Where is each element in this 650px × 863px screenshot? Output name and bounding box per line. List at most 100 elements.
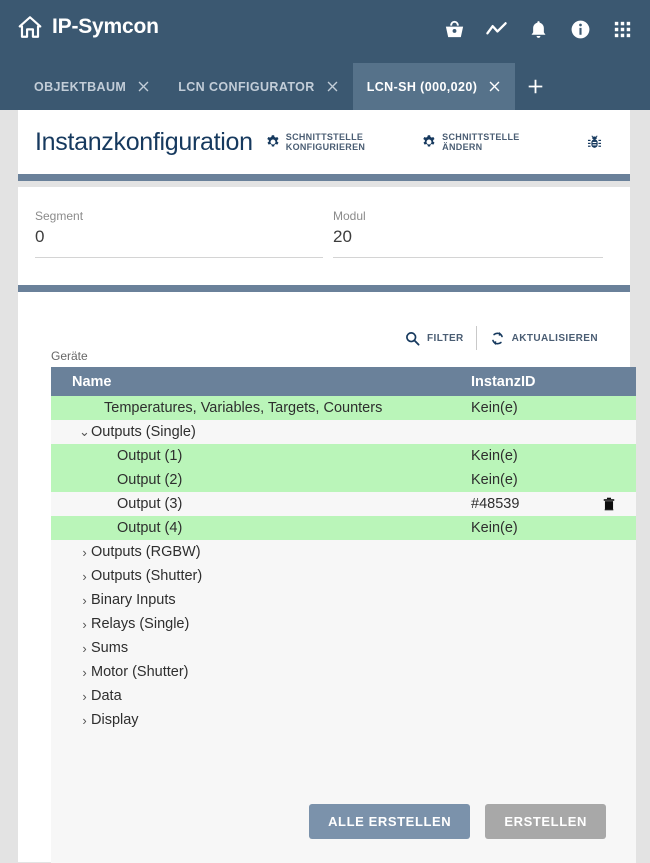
chevron-right-icon[interactable]: › — [82, 544, 87, 560]
row-name-label: Data — [91, 688, 122, 704]
segment-label: Segment — [35, 209, 84, 223]
cell-instanzid: Kein(e) — [471, 448, 518, 464]
row-name-label: Output (4) — [117, 520, 183, 536]
brand[interactable]: IP-Symcon — [17, 14, 159, 40]
segment-value[interactable]: 0 — [35, 227, 45, 246]
tab-label: OBJEKTBAUM — [34, 79, 127, 94]
chart-trend-icon[interactable] — [485, 18, 508, 41]
create-button[interactable]: ERSTELLEN — [485, 804, 606, 839]
cell-name: Output (3) — [51, 496, 471, 512]
chevron-right-icon[interactable]: › — [82, 688, 87, 704]
info-circle-icon[interactable] — [569, 18, 592, 41]
cell-name: › Relays (Single) — [51, 616, 471, 632]
close-icon[interactable] — [137, 80, 150, 93]
label-line-2: ÄNDERN — [442, 142, 483, 152]
cell-name: › Motor (Shutter) — [51, 664, 471, 680]
table-row[interactable]: › Outputs (Shutter) — [51, 564, 636, 588]
title-divider — [18, 174, 630, 181]
row-name-label: Motor (Shutter) — [91, 664, 189, 680]
cell-name: › Display — [51, 712, 471, 728]
cell-name: Output (2) — [51, 472, 471, 488]
title-card: Instanzkonfiguration SCHNITTSTELLE KONFI… — [18, 110, 630, 180]
chevron-right-icon[interactable]: › — [82, 592, 87, 608]
tab-lcn-sh[interactable]: LCN-SH (000,020) — [352, 63, 516, 110]
table-row[interactable]: Temperatures, Variables, Targets, Counte… — [51, 396, 636, 420]
refresh-button[interactable]: AKTUALISIEREN — [477, 330, 610, 347]
table-row[interactable]: Output (3) #48539 — [51, 492, 636, 516]
chevron-right-icon[interactable]: › — [82, 616, 87, 632]
table-row[interactable]: › Binary Inputs — [51, 588, 636, 612]
label-line-1: SCHNITTSTELLE — [285, 132, 364, 142]
gear-icon — [423, 135, 435, 147]
apps-grid-icon[interactable] — [611, 18, 634, 41]
cell-actions — [581, 497, 636, 511]
cell-instanzid: #48539 — [471, 496, 520, 512]
refresh-label: AKTUALISIEREN — [511, 332, 598, 344]
bug-icon — [587, 135, 602, 148]
table-row[interactable]: › Motor (Shutter) — [51, 660, 636, 684]
chevron-right-icon[interactable]: › — [82, 640, 87, 656]
table-row[interactable]: › Sums — [51, 636, 636, 660]
column-header-name[interactable]: Name — [72, 373, 112, 390]
table-body: Temperatures, Variables, Targets, Counte… — [51, 396, 636, 863]
field-underline — [35, 257, 323, 258]
change-interface-button[interactable]: SCHNITTSTELLE ÄNDERN — [421, 132, 519, 152]
table-row[interactable]: Output (1) Kein(e) — [51, 444, 636, 468]
table-row[interactable]: › Outputs (RGBW) — [51, 540, 636, 564]
gear-icon — [267, 135, 279, 147]
chevron-right-icon[interactable]: › — [82, 568, 87, 584]
footer-buttons: ALLE ERSTELLEN ERSTELLEN — [309, 804, 606, 839]
add-tab-button[interactable] — [515, 63, 555, 110]
brand-label: IP-Symcon — [52, 15, 159, 38]
row-name-label: Output (1) — [117, 448, 183, 464]
page-title: Instanzkonfiguration — [35, 127, 253, 156]
create-all-button[interactable]: ALLE ERSTELLEN — [309, 804, 471, 839]
row-name-label: Temperatures, Variables, Targets, Counte… — [104, 400, 383, 416]
fields-row: Segment 0 Modul 20 — [18, 187, 630, 258]
table-row[interactable]: › Relays (Single) — [51, 612, 636, 636]
toolbar-divider — [475, 326, 477, 350]
tab-label: LCN CONFIGURATOR — [178, 79, 315, 94]
table-toolbar: FILTER AKTUALISIEREN — [392, 326, 610, 350]
configure-interface-button[interactable]: SCHNITTSTELLE KONFIGURIEREN — [265, 132, 365, 152]
column-header-instanzid[interactable]: InstanzID — [471, 373, 536, 390]
chevron-down-icon[interactable]: ⌄ — [79, 424, 90, 439]
table-row[interactable]: Output (2) Kein(e) — [51, 468, 636, 492]
home-icon — [18, 16, 42, 38]
debug-button[interactable] — [586, 134, 603, 151]
tab-strip: OBJEKTBAUM LCN CONFIGURATOR LCN-SH (000,… — [0, 63, 650, 110]
cell-instanzid: Kein(e) — [471, 520, 518, 536]
devices-card: FILTER AKTUALISIEREN Geräte Name Instanz… — [18, 292, 636, 863]
app-bar-actions — [443, 18, 634, 41]
cell-name: › Sums — [51, 640, 471, 656]
table-row[interactable]: › Display — [51, 708, 636, 732]
segment-field[interactable]: Segment 0 — [35, 209, 333, 258]
label-line-1: SCHNITTSTELLE — [442, 132, 520, 142]
tab-objektbaum[interactable]: OBJEKTBAUM — [20, 63, 164, 110]
configure-interface-label: SCHNITTSTELLE KONFIGURIEREN — [286, 132, 365, 152]
modul-field[interactable]: Modul 20 — [333, 209, 613, 258]
chevron-right-icon[interactable]: › — [82, 712, 87, 728]
modul-value[interactable]: 20 — [333, 227, 352, 246]
bell-icon[interactable] — [527, 18, 550, 41]
close-icon[interactable] — [488, 80, 501, 93]
filter-button[interactable]: FILTER — [392, 330, 476, 347]
row-name-label: Relays (Single) — [91, 616, 190, 632]
close-icon[interactable] — [326, 80, 339, 93]
row-name-label: Outputs (RGBW) — [91, 544, 201, 560]
title-row: Instanzkonfiguration SCHNITTSTELLE KONFI… — [18, 110, 630, 174]
tab-lcn-configurator[interactable]: LCN CONFIGURATOR — [164, 63, 352, 110]
table-row[interactable]: Output (4) Kein(e) — [51, 516, 636, 540]
row-name-label: Output (2) — [117, 472, 183, 488]
chevron-right-icon[interactable]: › — [82, 664, 87, 680]
row-name-label: Outputs (Single) — [91, 424, 196, 440]
cell-name: › Binary Inputs — [51, 592, 471, 608]
row-name-label: Output (3) — [117, 496, 183, 512]
label-line-2: KONFIGURIEREN — [285, 142, 366, 152]
row-name-label: Outputs (Shutter) — [91, 568, 203, 584]
trash-icon[interactable] — [603, 497, 615, 511]
table-row[interactable]: ⌄ Outputs (Single) — [51, 420, 636, 444]
basket-icon[interactable] — [443, 18, 466, 41]
cell-instanzid: Kein(e) — [471, 400, 518, 416]
table-row[interactable]: › Data — [51, 684, 636, 708]
